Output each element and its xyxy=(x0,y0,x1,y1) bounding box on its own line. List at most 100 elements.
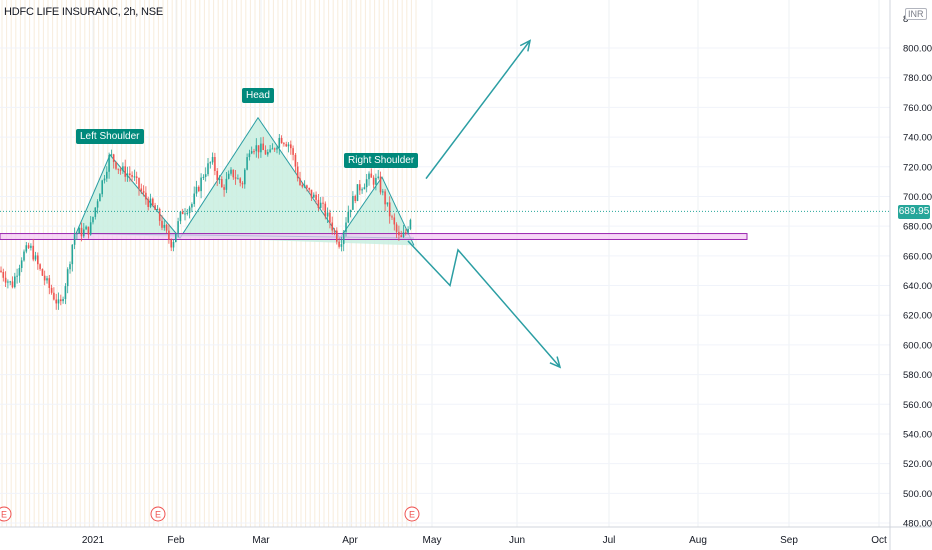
candle-up xyxy=(76,233,78,235)
candle-up xyxy=(163,224,166,228)
candle-down xyxy=(11,281,14,288)
candle-down xyxy=(241,182,244,185)
symbol-title[interactable]: HDFC LIFE INSURANC, 2h, NSE xyxy=(4,6,164,18)
candle-down xyxy=(370,173,373,178)
candle-up xyxy=(46,278,48,281)
candle-down xyxy=(359,184,361,191)
x-tick-label: 2021 xyxy=(82,535,105,546)
candle-down xyxy=(158,208,161,221)
candle-down xyxy=(112,154,115,163)
candle-up xyxy=(267,152,269,155)
candle-down xyxy=(53,292,55,300)
candle-down xyxy=(285,144,287,147)
price-axis[interactable]: 480.00 500.00 520.00 540.00 560.00 580.00 600.… xyxy=(903,14,932,530)
last-price-tag: 689.95 xyxy=(898,205,930,219)
candle-down xyxy=(331,222,333,231)
candle-up xyxy=(202,176,205,178)
candle-down xyxy=(0,270,2,273)
candle-down xyxy=(310,189,313,198)
candle-down xyxy=(299,178,301,186)
pattern-outline xyxy=(75,116,415,246)
candle-up xyxy=(122,166,124,171)
candle-down xyxy=(324,203,327,217)
candle-down xyxy=(2,272,5,278)
candle-up xyxy=(237,178,239,180)
candle-up xyxy=(200,177,202,192)
candle-down xyxy=(333,230,336,232)
candle-up xyxy=(278,137,281,148)
candle-down xyxy=(4,277,7,283)
candle-up xyxy=(184,213,186,215)
y-tick-label: 800.00 xyxy=(903,44,932,55)
y-tick-label: 680.00 xyxy=(903,222,932,233)
candle-up xyxy=(83,229,85,237)
candle-up xyxy=(356,184,359,201)
y-tick-label: 540.00 xyxy=(903,429,932,440)
candle-up xyxy=(409,219,412,229)
y-tick-label: 720.00 xyxy=(903,162,932,173)
candle-up xyxy=(126,173,129,177)
pattern-label: Right Shoulder xyxy=(344,152,419,168)
y-tick-label: 760.00 xyxy=(903,103,932,114)
earnings-marker-label: E xyxy=(1,510,7,520)
candle-up xyxy=(269,149,271,153)
candle-down xyxy=(221,179,223,188)
support-zone xyxy=(0,233,748,240)
candle-up xyxy=(276,147,278,150)
y-tick-label: 700.00 xyxy=(903,192,932,203)
currency-badge[interactable]: INR xyxy=(905,8,927,20)
earnings-marker xyxy=(0,506,12,522)
candle-down xyxy=(379,176,382,193)
candle-down xyxy=(129,173,131,176)
candle-up xyxy=(18,268,21,276)
candle-up xyxy=(175,233,177,243)
candle-up xyxy=(92,216,94,223)
projection-down-head xyxy=(549,356,562,369)
candle-down xyxy=(142,191,145,193)
candle-down xyxy=(216,170,218,180)
candle-up xyxy=(377,176,379,178)
candle-down xyxy=(154,205,156,210)
candle-up xyxy=(64,286,67,300)
candle-down xyxy=(294,154,297,167)
candle-up xyxy=(73,233,76,245)
x-tick-label: Mar xyxy=(252,535,270,546)
projection-up-line xyxy=(425,40,531,180)
candle-up xyxy=(250,151,253,154)
candle-down xyxy=(223,187,225,190)
candle-up xyxy=(62,299,64,302)
candle-up xyxy=(179,211,182,222)
candle-up xyxy=(287,144,290,147)
candle-up xyxy=(255,145,258,152)
candle-up xyxy=(85,226,87,230)
candle-down xyxy=(41,269,44,276)
candle-up xyxy=(345,222,347,232)
candle-down xyxy=(87,226,90,235)
candle-down xyxy=(27,245,30,248)
candle-up xyxy=(375,177,377,185)
y-tick-label: 580.00 xyxy=(903,370,932,381)
candle-down xyxy=(398,231,400,236)
y-tick-label: 620.00 xyxy=(903,311,932,322)
candle-up xyxy=(340,244,343,247)
x-tick-label: Jun xyxy=(509,535,525,546)
y-tick-label: 500.00 xyxy=(903,489,932,500)
candle-down xyxy=(138,177,140,189)
candle-up xyxy=(246,157,248,170)
y-tick-label: 660.00 xyxy=(903,251,932,262)
candle-up xyxy=(319,202,322,208)
y-tick-label: 520.00 xyxy=(903,459,932,470)
candle-up xyxy=(96,201,99,208)
candle-down xyxy=(283,143,285,145)
projection-arrows xyxy=(407,39,562,369)
candle-down xyxy=(147,199,149,207)
candle-up xyxy=(101,180,103,195)
candle-up xyxy=(218,179,221,181)
candle-up xyxy=(349,209,352,212)
candle-down xyxy=(322,202,324,204)
candle-down xyxy=(152,198,154,206)
candle-down xyxy=(296,166,299,179)
time-axis[interactable]: 2021 Feb Mar Apr May Jun Jul Aug Sep Oct xyxy=(82,535,887,546)
